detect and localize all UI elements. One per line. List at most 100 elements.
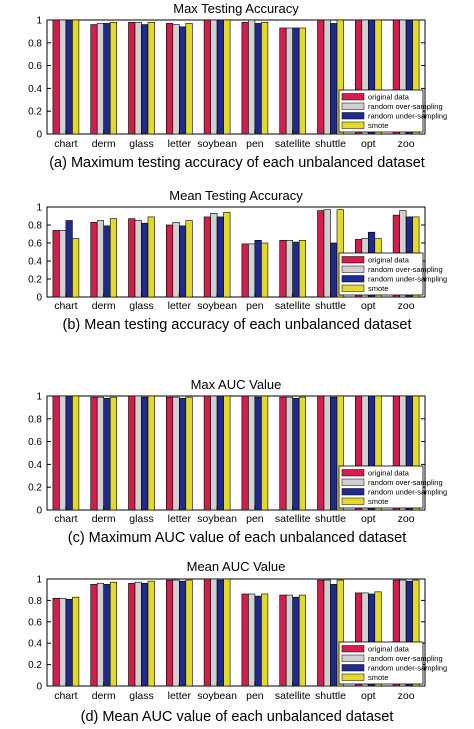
bar-original-data-glass [128, 395, 136, 511]
bar-original-data-chart [52, 395, 60, 511]
legend-swatch [341, 478, 365, 486]
bar-random-over-sampling-glass [134, 220, 142, 298]
bar-random-over-sampling-chart [59, 19, 67, 135]
bar-random-under-sampling-glass [141, 24, 149, 135]
bar-random-under-sampling-shuttle [330, 584, 338, 687]
legend-label: original data [368, 256, 410, 265]
bar-random-under-sampling-pen [254, 23, 262, 135]
bar-random-over-sampling-soybean [210, 19, 218, 135]
y-tick-label: 0.2 [28, 483, 42, 494]
y-tick-label: 1 [36, 16, 42, 27]
category-label: soybean [197, 513, 237, 525]
legend-swatch [341, 265, 365, 273]
category-label: shuttle [315, 138, 346, 150]
category-label: satellite [275, 513, 311, 525]
y-tick-label: 1 [36, 392, 42, 403]
bar-smote-satellite [298, 240, 307, 298]
bar-original-data-derm [90, 396, 98, 511]
legend-label: original data [368, 93, 410, 102]
category-label: letter [168, 138, 192, 150]
figure-caption: (a) Maximum testing accuracy of each unb… [49, 155, 425, 171]
y-tick-label: 1 [36, 203, 42, 214]
bar-smote-soybean [223, 19, 231, 135]
legend-swatch [341, 673, 365, 681]
bar-random-over-sampling-pen [248, 19, 256, 135]
category-label: satellite [275, 138, 311, 150]
category-label: pen [246, 690, 264, 702]
y-tick-label: 0.4 [28, 84, 42, 95]
bar-random-under-sampling-satellite [292, 397, 300, 511]
bar-random-under-sampling-chart [65, 19, 73, 135]
y-tick-label: 0.4 [28, 460, 42, 471]
bar-original-data-soybean [203, 578, 211, 687]
category-label: pen [246, 513, 264, 525]
bar-smote-soybean [223, 395, 231, 511]
legend-label: random over-sampling [368, 102, 443, 111]
y-tick-label: 0 [36, 130, 42, 141]
category-label: glass [129, 513, 154, 525]
bar-random-under-sampling-soybean [216, 395, 224, 511]
bar-smote-satellite [298, 594, 307, 687]
bar-random-over-sampling-letter [172, 24, 180, 135]
bar-original-data-letter [166, 396, 174, 511]
category-label: zoo [398, 513, 415, 525]
bar-original-data-glass [128, 218, 136, 298]
bar-smote-pen [261, 242, 269, 298]
bar-original-data-letter [166, 579, 174, 687]
bar-original-data-chart [52, 230, 60, 298]
category-label: glass [129, 300, 154, 312]
bar-random-over-sampling-glass [134, 395, 142, 511]
bar-random-over-sampling-soybean [210, 578, 218, 687]
bar-original-data-soybean [203, 216, 211, 298]
bar-original-data-pen [241, 243, 249, 298]
bar-random-under-sampling-derm [103, 225, 111, 298]
bar-smote-glass [147, 216, 155, 298]
legend-label: random over-sampling [368, 478, 443, 487]
bar-random-under-sampling-pen [254, 595, 262, 687]
legend-swatch [341, 645, 365, 653]
category-label: opt [361, 690, 376, 702]
category-label: satellite [275, 690, 311, 702]
legend-swatch [341, 497, 365, 505]
category-label: chart [54, 300, 77, 312]
legend-label: original data [368, 469, 410, 478]
bar-original-data-pen [241, 21, 249, 135]
y-tick-label: 0.2 [28, 107, 42, 118]
legend-swatch [341, 256, 365, 264]
bar-random-under-sampling-soybean [216, 19, 224, 135]
bar-original-data-glass [128, 21, 136, 135]
bar-random-under-sampling-derm [103, 584, 111, 687]
category-label: soybean [197, 300, 237, 312]
bar-smote-chart [72, 238, 80, 298]
bar-original-data-shuttle [317, 210, 325, 298]
chart-title: Max Testing Accuracy [173, 1, 299, 16]
legend-swatch [341, 488, 365, 496]
bar-original-data-shuttle [317, 395, 325, 511]
bar-smote-chart [72, 19, 80, 135]
bar-smote-shuttle [336, 19, 344, 135]
bar-smote-pen [261, 395, 269, 511]
bar-random-under-sampling-letter [179, 225, 187, 298]
bar-random-over-sampling-derm [96, 220, 104, 298]
bar-random-over-sampling-soybean [210, 213, 218, 298]
category-label: derm [92, 690, 116, 702]
bar-random-under-sampling-pen [254, 240, 262, 298]
category-label: opt [361, 138, 376, 150]
bar-original-data-pen [241, 593, 249, 687]
category-label: derm [92, 513, 116, 525]
bar-random-over-sampling-derm [96, 582, 104, 687]
legend-label: random under-sampling [368, 112, 447, 121]
bar-random-over-sampling-derm [96, 396, 104, 511]
bar-smote-opt [374, 395, 382, 511]
bar-original-data-satellite [279, 594, 287, 687]
bar-original-data-soybean [203, 395, 211, 511]
y-tick-label: 0.8 [28, 38, 42, 49]
y-tick-label: 1 [36, 575, 42, 586]
bar-random-over-sampling-pen [248, 395, 256, 511]
bar-smote-letter [185, 579, 193, 687]
y-tick-label: 0.6 [28, 437, 42, 448]
legend-label: smote [368, 673, 388, 682]
bar-random-under-sampling-glass [141, 396, 149, 511]
category-label: opt [361, 300, 376, 312]
